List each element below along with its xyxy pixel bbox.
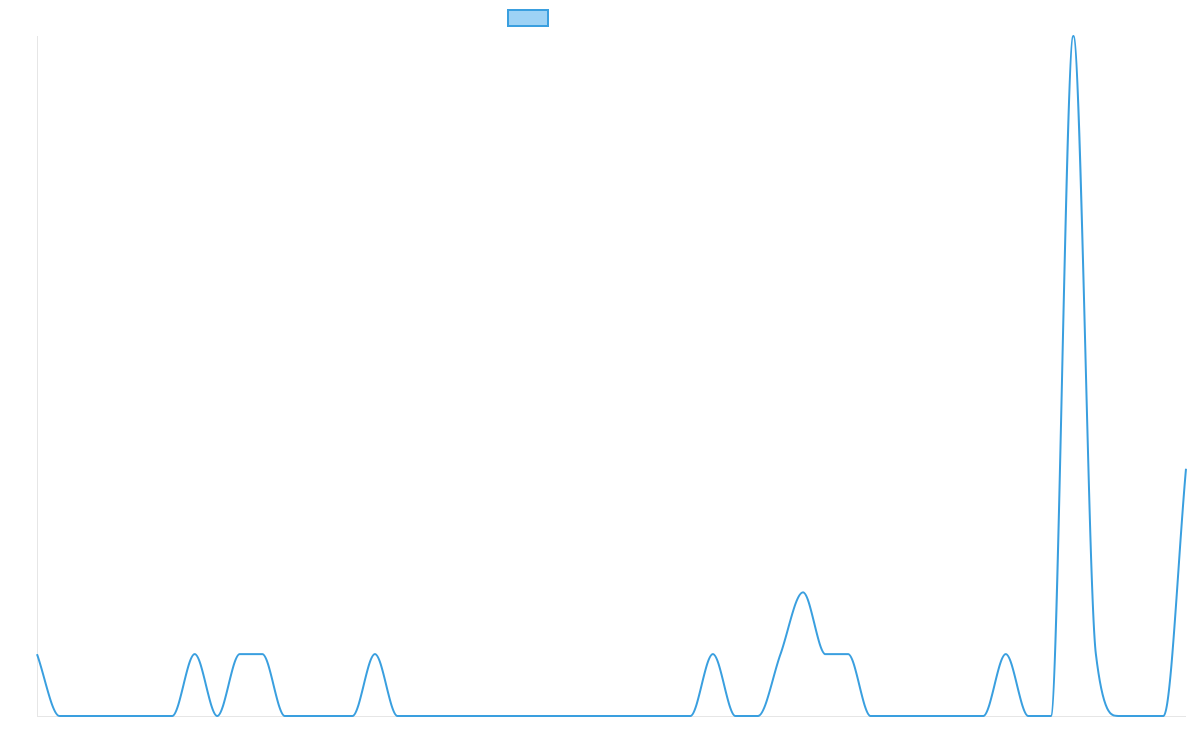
data-point[interactable] [237, 651, 243, 657]
data-point[interactable] [1025, 713, 1031, 719]
data-point[interactable] [1093, 651, 1099, 657]
data-point[interactable] [102, 713, 108, 719]
data-point[interactable] [485, 713, 491, 719]
series-group [34, 33, 1189, 719]
data-point[interactable] [913, 713, 919, 719]
data-point[interactable] [507, 713, 513, 719]
data-point[interactable] [214, 713, 220, 719]
data-point[interactable] [1003, 651, 1009, 657]
data-point[interactable] [1183, 466, 1189, 472]
data-point[interactable] [372, 651, 378, 657]
data-point[interactable] [777, 651, 783, 657]
data-point[interactable] [552, 713, 558, 719]
data-point[interactable] [845, 651, 851, 657]
data-point[interactable] [79, 713, 85, 719]
data-point[interactable] [462, 713, 468, 719]
data-point[interactable] [417, 713, 423, 719]
legend-swatch[interactable] [507, 9, 549, 27]
data-point[interactable] [282, 713, 288, 719]
data-point[interactable] [327, 713, 333, 719]
data-point[interactable] [169, 713, 175, 719]
data-point[interactable] [800, 589, 806, 595]
data-point[interactable] [710, 651, 716, 657]
legend[interactable] [507, 9, 549, 27]
data-point[interactable] [755, 713, 761, 719]
data-point[interactable] [868, 713, 874, 719]
data-point[interactable] [620, 713, 626, 719]
data-point[interactable] [732, 713, 738, 719]
data-point[interactable] [147, 713, 153, 719]
data-point[interactable] [980, 713, 986, 719]
data-point[interactable] [823, 651, 829, 657]
data-point[interactable] [665, 713, 671, 719]
data-point[interactable] [124, 713, 130, 719]
data-point[interactable] [530, 713, 536, 719]
data-point[interactable] [259, 651, 265, 657]
data-point[interactable] [1048, 713, 1054, 719]
data-point[interactable] [597, 713, 603, 719]
data-point[interactable] [304, 713, 310, 719]
data-point[interactable] [349, 713, 355, 719]
data-point[interactable] [1138, 713, 1144, 719]
data-point[interactable] [192, 651, 198, 657]
data-point[interactable] [575, 713, 581, 719]
data-point[interactable] [34, 651, 40, 657]
data-point[interactable] [394, 713, 400, 719]
data-point[interactable] [57, 713, 63, 719]
data-point[interactable] [958, 713, 964, 719]
data-point[interactable] [1115, 713, 1121, 719]
data-point[interactable] [935, 713, 941, 719]
data-point[interactable] [1160, 713, 1166, 719]
data-point[interactable] [1070, 33, 1076, 39]
axes [37, 36, 1186, 717]
series-line-0 [36, 35, 1187, 717]
data-point[interactable] [687, 713, 693, 719]
data-point[interactable] [890, 713, 896, 719]
data-point[interactable] [642, 713, 648, 719]
data-point[interactable] [440, 713, 446, 719]
